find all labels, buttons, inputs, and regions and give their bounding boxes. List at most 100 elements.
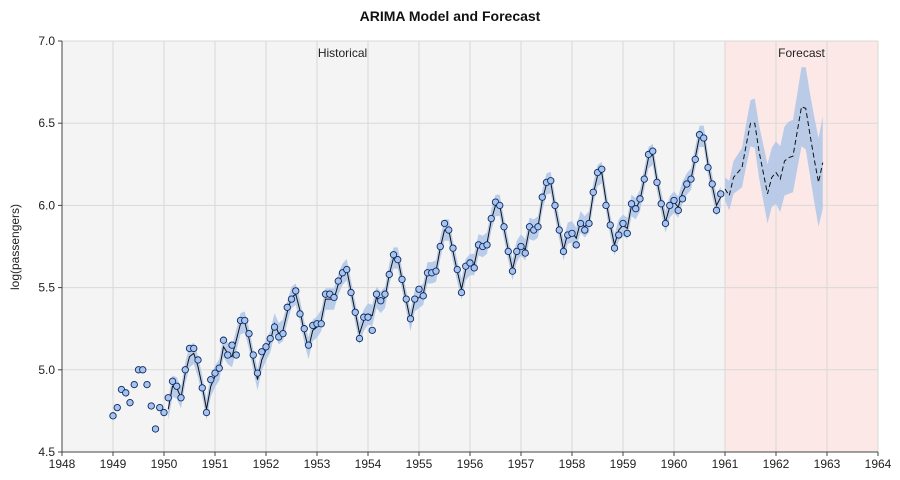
observed-point: [262, 343, 270, 351]
observed-point: [389, 251, 398, 259]
observed-point: [249, 351, 257, 359]
observed-point: [508, 267, 517, 275]
observed-point: [253, 369, 262, 377]
observed-point: [372, 290, 381, 298]
observed-point: [602, 201, 610, 210]
x-tick-label: 1948: [49, 457, 76, 471]
observed-point: [436, 242, 444, 251]
observed-point: [666, 201, 674, 210]
observed-point: [470, 264, 478, 272]
observed-point: [572, 241, 580, 249]
x-tick-label: 1957: [508, 457, 535, 471]
observed-point: [589, 188, 597, 196]
y-tick-label: 5.5: [38, 281, 55, 295]
observed-point: [122, 389, 130, 397]
observed-point: [640, 175, 648, 183]
observed-point: [632, 205, 640, 213]
observed-point: [411, 295, 419, 303]
x-tick-label: 1954: [355, 457, 382, 471]
observed-point: [160, 408, 168, 417]
observed-point: [627, 200, 636, 208]
y-tick-label: 7.0: [38, 34, 55, 48]
observed-point: [211, 369, 219, 377]
observed-point: [241, 316, 249, 325]
observed-point: [381, 290, 389, 298]
observed-point: [691, 155, 699, 164]
observed-point: [181, 366, 189, 374]
observed-point: [538, 193, 546, 201]
observed-point: [228, 341, 236, 349]
observed-point: [670, 196, 678, 205]
observed-point: [139, 366, 147, 374]
observed-point: [636, 195, 644, 203]
observed-point: [385, 270, 393, 279]
observed-point: [164, 394, 172, 402]
observed-point: [432, 267, 440, 275]
observed-point: [406, 315, 415, 323]
x-tick-label: 1950: [151, 457, 178, 471]
observed-point: [717, 190, 725, 198]
observed-point: [355, 334, 364, 343]
observed-point: [156, 403, 164, 412]
observed-point: [177, 394, 185, 402]
observed-point: [457, 288, 466, 297]
observed-point: [317, 320, 325, 328]
observed-point: [202, 408, 211, 417]
x-tick-label: 1949: [100, 457, 127, 471]
y-tick-label: 5.0: [38, 363, 55, 377]
x-tick-label: 1963: [814, 457, 841, 471]
forecast-label: Forecast: [778, 46, 825, 60]
observed-point: [394, 255, 402, 264]
observed-point: [368, 326, 376, 334]
observed-point: [198, 384, 206, 392]
observed-point: [606, 221, 614, 229]
observed-point: [615, 231, 623, 239]
observed-point: [126, 399, 134, 407]
observed-point: [704, 163, 712, 172]
observed-point: [283, 303, 291, 311]
observed-point: [610, 244, 619, 252]
y-tick-label: 4.5: [38, 445, 55, 459]
x-tick-label: 1956: [457, 457, 484, 471]
observed-point: [521, 249, 529, 257]
x-tick-label: 1964: [865, 457, 892, 471]
observed-point: [215, 364, 223, 372]
observed-point: [130, 380, 138, 389]
x-tick-label: 1962: [763, 457, 790, 471]
observed-point: [173, 382, 181, 390]
observed-point: [279, 329, 287, 338]
observed-point: [581, 226, 589, 234]
observed-point: [266, 334, 274, 343]
observed-point: [287, 295, 296, 303]
observed-point: [585, 219, 593, 228]
observed-point: [151, 425, 160, 433]
observed-point: [194, 356, 202, 364]
observed-point: [292, 287, 300, 295]
y-tick-label: 6.0: [38, 198, 55, 212]
observed-point: [678, 195, 687, 203]
fitted-line: [167, 135, 722, 410]
observed-point: [576, 219, 585, 228]
observed-point: [219, 336, 228, 344]
observed-point: [270, 323, 279, 331]
x-tick-label: 1955: [406, 457, 433, 471]
chart-title: ARIMA Model and Forecast: [360, 8, 541, 24]
y-tick-label: 6.5: [38, 116, 55, 130]
observed-point: [712, 206, 721, 214]
observed-point: [207, 376, 215, 384]
observed-point: [377, 297, 385, 305]
observed-point: [559, 247, 568, 256]
x-tick-label: 1953: [304, 457, 331, 471]
observed-point: [517, 242, 525, 251]
y-axis-label: log(passengers): [8, 204, 22, 290]
observed-point: [419, 292, 427, 300]
observed-point: [258, 348, 266, 356]
observed-point: [343, 265, 351, 274]
observed-point: [445, 226, 453, 234]
historical-region: [62, 41, 725, 452]
observed-point: [547, 177, 555, 185]
observed-point: [568, 229, 576, 238]
observed-point: [190, 344, 198, 353]
observed-point: [683, 180, 691, 188]
observed-point: [440, 219, 449, 228]
